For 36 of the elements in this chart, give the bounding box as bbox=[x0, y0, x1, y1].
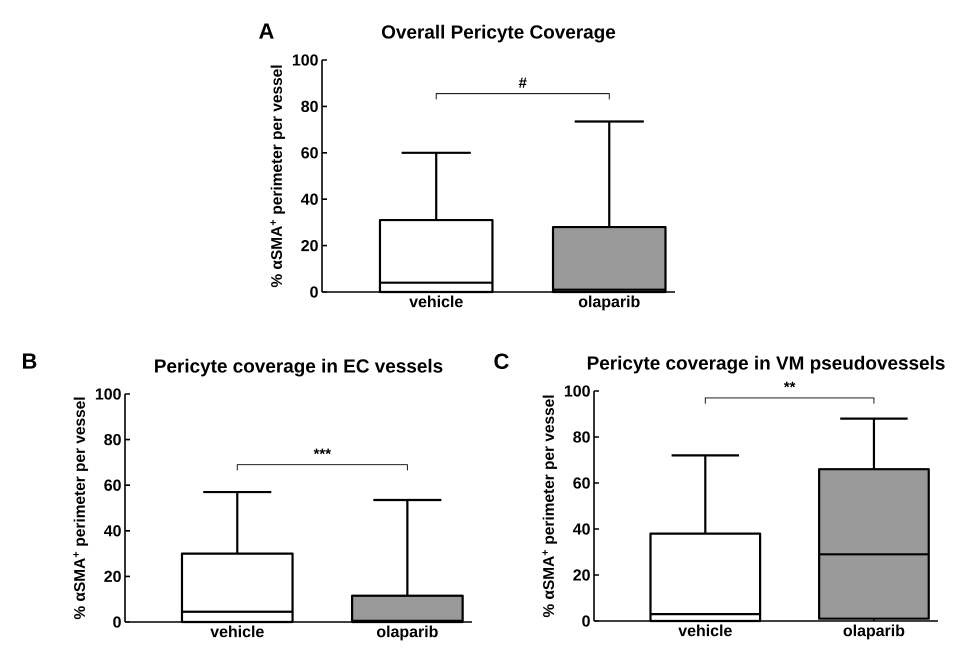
y-tick-label: 0 bbox=[113, 616, 121, 628]
y-tick-label: 40 bbox=[300, 194, 318, 205]
y-tick-label: 0 bbox=[310, 286, 318, 298]
chart-title: Overall Pericyte Coverage bbox=[382, 24, 616, 42]
y-tick-label: 100 bbox=[564, 385, 590, 397]
y-tick-label: 80 bbox=[104, 434, 121, 446]
y-tick-label: 60 bbox=[301, 147, 318, 158]
text: B bbox=[22, 354, 36, 369]
x-tick-label: vehicle bbox=[210, 626, 264, 638]
y-tick-label: 80 bbox=[573, 431, 590, 443]
x-tick-label: olaparib bbox=[844, 624, 904, 640]
y-axis-title: % αSMA$^{+}$ perimeter per vessel bbox=[270, 66, 286, 288]
x-tick-label: olaparib bbox=[578, 296, 640, 310]
chart-title: Pericyte coverage in VM pseudovessels bbox=[588, 356, 945, 374]
y-tick-label: 60 bbox=[104, 480, 121, 491]
y-tick-label: 20 bbox=[573, 569, 590, 581]
text: ** bbox=[784, 382, 796, 388]
y-tick-label: 60 bbox=[573, 477, 590, 489]
y-tick-label: 100 bbox=[292, 54, 318, 66]
text: A bbox=[259, 24, 274, 39]
text: C bbox=[494, 354, 509, 370]
annotation: *** bbox=[314, 448, 332, 454]
x-tick-label: vehicle bbox=[678, 624, 732, 636]
y-tick-label: 80 bbox=[301, 100, 318, 112]
y-tick-label: 100 bbox=[96, 388, 121, 400]
x-tick-label: olaparib bbox=[376, 626, 438, 640]
y-tick-label: 20 bbox=[301, 240, 318, 252]
x-tick-label: vehicle bbox=[409, 296, 463, 308]
annotation: # bbox=[518, 78, 527, 88]
y-tick-label: 0 bbox=[582, 615, 590, 627]
y-tick-label: 40 bbox=[572, 523, 590, 535]
y-tick-label: 40 bbox=[104, 525, 121, 536]
y-tick-label: 20 bbox=[104, 570, 121, 582]
chart-title: Pericyte coverage in EC vessels bbox=[155, 358, 442, 377]
y-axis-title: % αSMA$^{+}$ perimeter per vessel bbox=[542, 396, 558, 618]
y-axis-title: % αSMA$^{+}$ perimeter per vessel bbox=[73, 398, 88, 620]
